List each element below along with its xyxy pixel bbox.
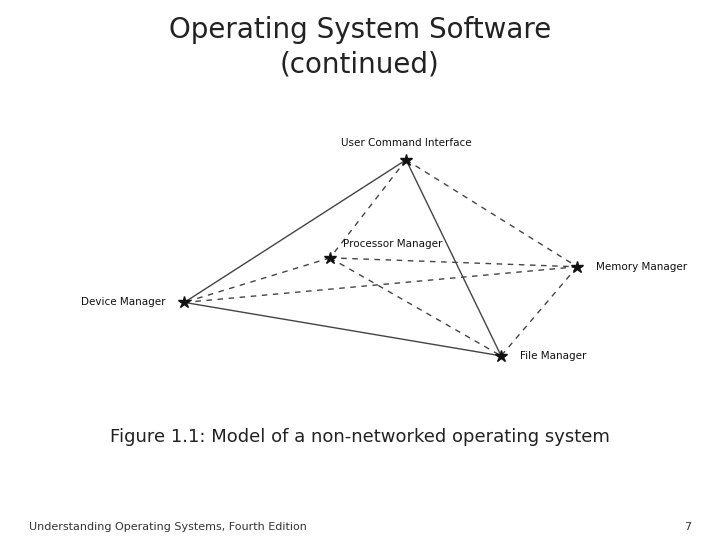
- Text: Figure 1.1: Model of a non-networked operating system: Figure 1.1: Model of a non-networked ope…: [110, 428, 610, 445]
- Text: Operating System Software
(continued): Operating System Software (continued): [169, 16, 551, 79]
- Text: Memory Manager: Memory Manager: [596, 262, 688, 272]
- Text: Understanding Operating Systems, Fourth Edition: Understanding Operating Systems, Fourth …: [29, 522, 307, 532]
- Text: 7: 7: [684, 522, 691, 532]
- Text: File Manager: File Manager: [520, 351, 587, 361]
- Text: User Command Interface: User Command Interface: [341, 138, 472, 148]
- Text: Device Manager: Device Manager: [81, 298, 166, 307]
- Text: Processor Manager: Processor Manager: [343, 239, 442, 249]
